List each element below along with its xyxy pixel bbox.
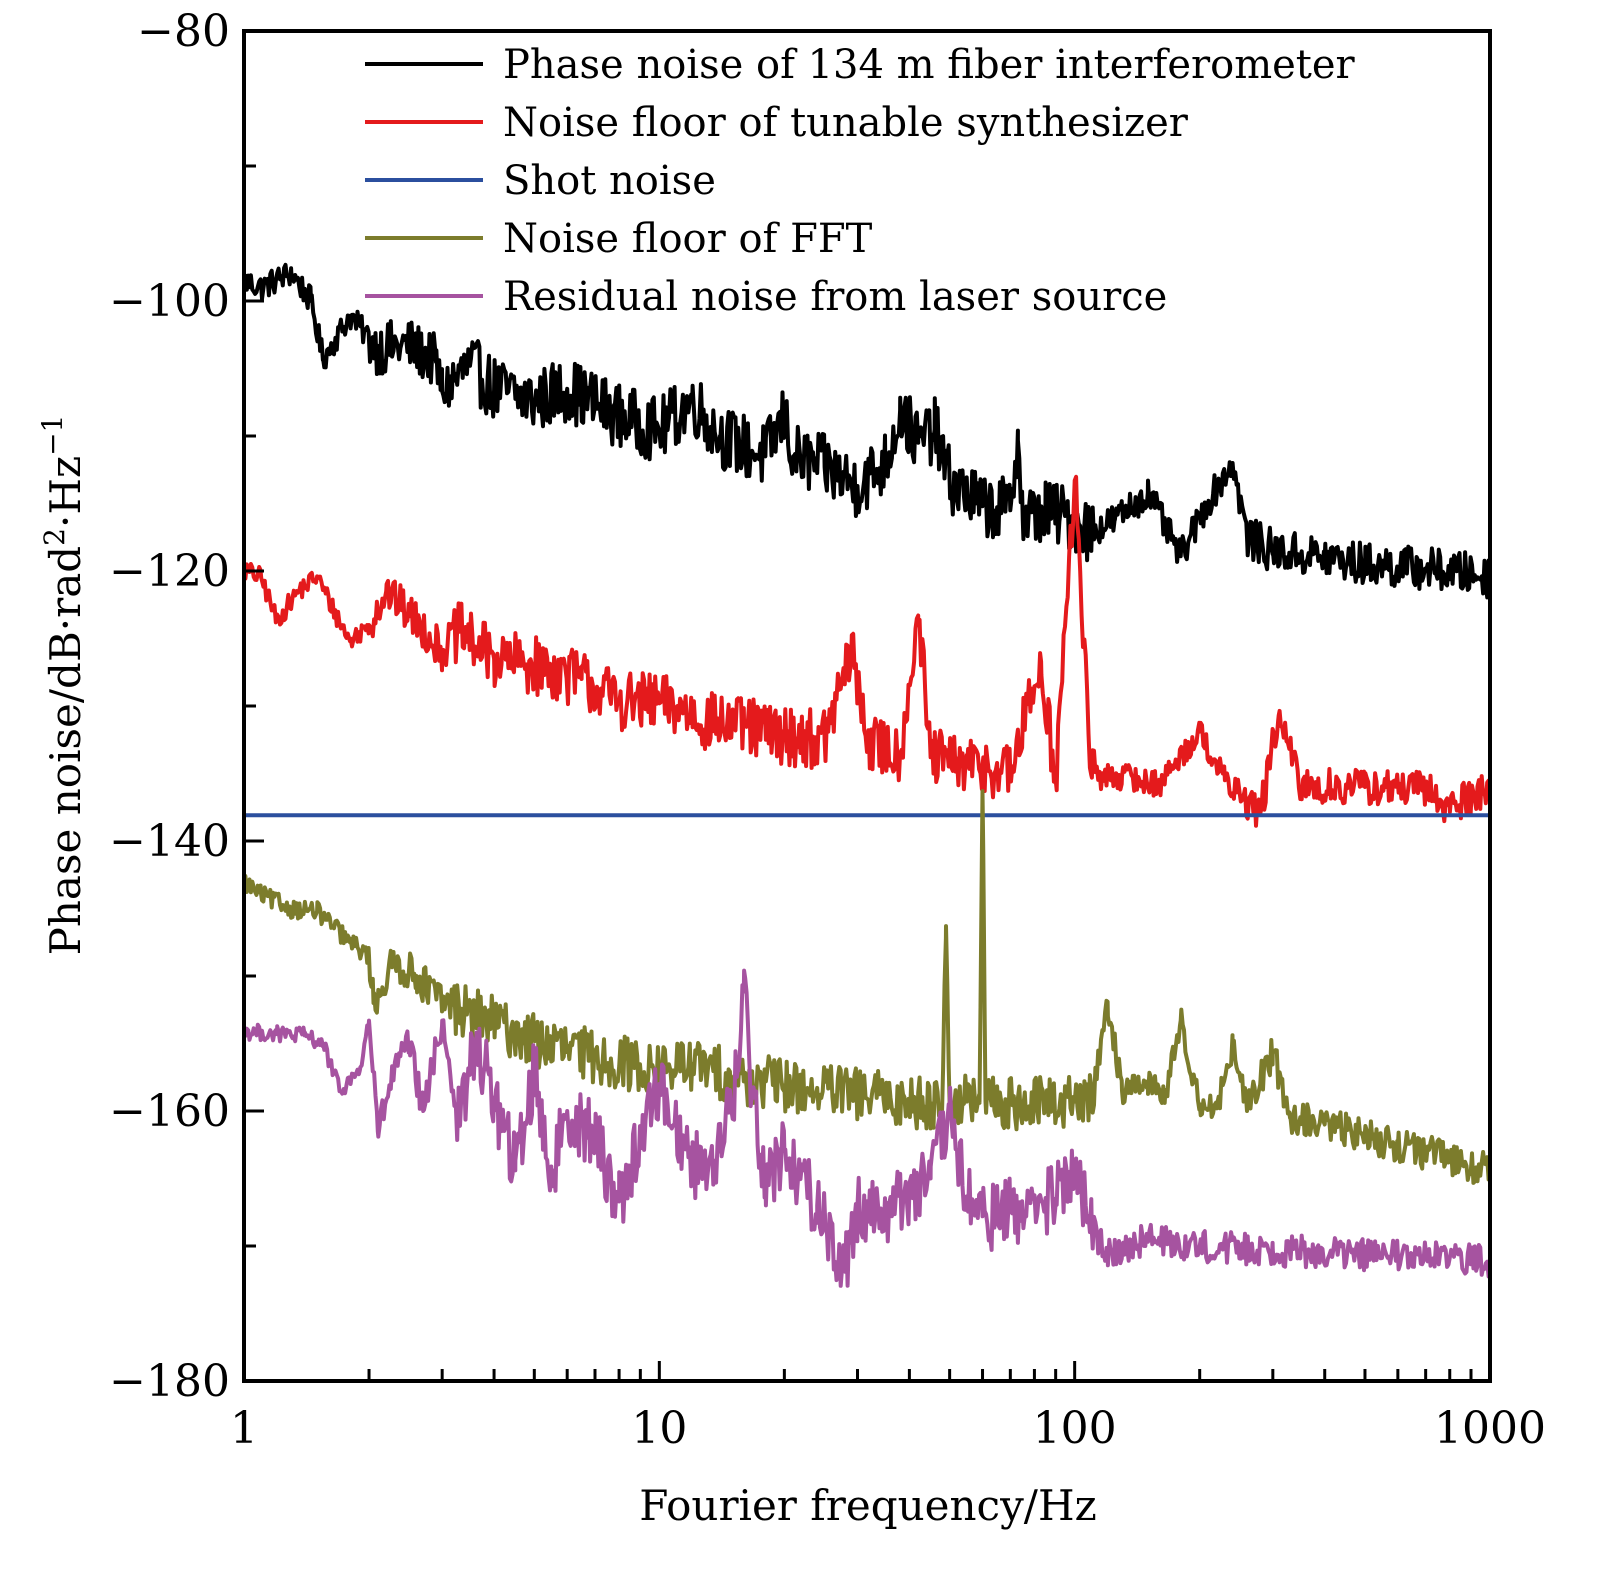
- y-axis-title-sup2: −1: [36, 415, 69, 456]
- x-tick-label: 1: [230, 1403, 258, 1454]
- y-axis-title-main: Phase noise/dB·rad: [41, 546, 90, 956]
- y-tick-label: −180: [109, 1356, 230, 1407]
- series-line-2: [242, 474, 1492, 828]
- y-tick-label: −160: [109, 1086, 230, 1137]
- y-axis-title: Phase noise/dB·rad2·Hz−1: [36, 415, 90, 956]
- series-layer: [242, 262, 1492, 1288]
- legend-label: Shot noise: [503, 158, 716, 204]
- series-line-5: [242, 968, 1492, 1288]
- y-tick-label: −120: [109, 546, 230, 597]
- x-tick-label: 10: [631, 1403, 687, 1454]
- y-tick-label: −100: [109, 276, 230, 327]
- legend: Phase noise of 134 m fiber interferomete…: [365, 42, 1356, 320]
- y-axis-title-mid: ·Hz: [41, 456, 90, 528]
- y-axis-title-sup1: 2: [38, 528, 71, 546]
- legend-label: Noise floor of FFT: [503, 216, 873, 262]
- legend-label: Residual noise from laser source: [503, 274, 1167, 320]
- series-line-1: [242, 262, 1492, 600]
- x-tick-label: 100: [1033, 1403, 1117, 1454]
- x-tick-label: 1000: [1434, 1403, 1546, 1454]
- legend-label: Phase noise of 134 m fiber interferomete…: [503, 42, 1356, 88]
- y-tick-label: −140: [109, 816, 230, 867]
- ticks-layer: [244, 164, 1473, 1381]
- x-axis-title: Fourier frequency/Hz: [639, 1481, 1096, 1530]
- legend-label: Noise floor of tunable synthesizer: [503, 100, 1189, 146]
- tick-labels: 1 10 100 1000 −80 −100 −120 −140 −160 −180: [109, 6, 1546, 1454]
- series-line-4: [242, 789, 1492, 1185]
- y-tick-label: −80: [137, 6, 230, 57]
